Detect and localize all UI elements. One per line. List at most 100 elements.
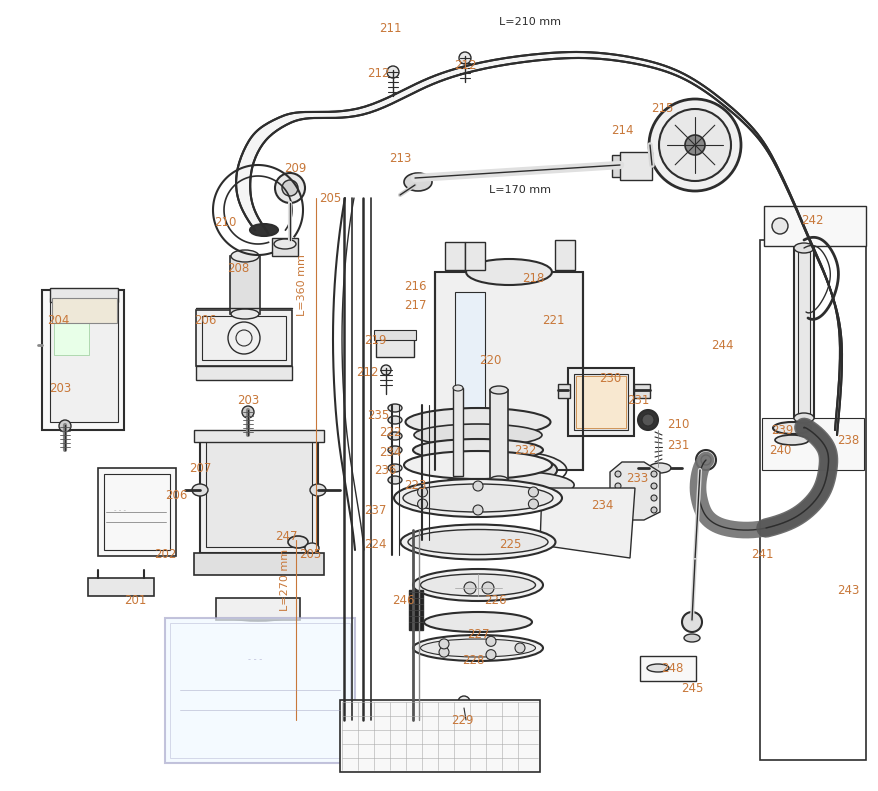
Circle shape — [486, 636, 495, 646]
Bar — [202, 316, 285, 360]
Bar — [558, 384, 569, 398]
Text: 214: 214 — [610, 123, 632, 137]
Circle shape — [417, 487, 427, 497]
Text: 206: 206 — [193, 313, 216, 327]
Bar — [196, 310, 291, 366]
Ellipse shape — [400, 524, 555, 559]
Ellipse shape — [387, 446, 401, 454]
Text: 241: 241 — [750, 548, 773, 562]
Ellipse shape — [387, 476, 401, 484]
Ellipse shape — [393, 479, 561, 517]
Ellipse shape — [443, 471, 573, 499]
Text: L=170 mm: L=170 mm — [488, 185, 551, 195]
Ellipse shape — [460, 455, 557, 485]
Circle shape — [528, 499, 538, 509]
Ellipse shape — [420, 574, 535, 596]
Text: 235: 235 — [366, 408, 389, 422]
Ellipse shape — [413, 635, 543, 661]
Text: 210: 210 — [213, 215, 236, 229]
Text: 237: 237 — [363, 504, 385, 517]
Circle shape — [641, 414, 653, 426]
Circle shape — [458, 52, 471, 64]
Circle shape — [615, 507, 620, 513]
Text: 240: 240 — [768, 444, 790, 456]
Bar — [373, 330, 415, 340]
Text: 230: 230 — [598, 372, 621, 384]
Circle shape — [648, 99, 740, 191]
Circle shape — [651, 507, 656, 513]
Circle shape — [275, 173, 305, 203]
Ellipse shape — [646, 664, 668, 672]
Bar — [633, 384, 649, 398]
Bar — [573, 374, 627, 430]
Circle shape — [472, 505, 482, 515]
Circle shape — [486, 649, 495, 660]
Ellipse shape — [288, 536, 307, 548]
Ellipse shape — [387, 464, 401, 472]
Text: L=270 mm: L=270 mm — [280, 549, 290, 611]
Text: 220: 220 — [479, 354, 500, 366]
Polygon shape — [237, 52, 841, 435]
Ellipse shape — [402, 484, 552, 512]
Ellipse shape — [793, 243, 813, 253]
Bar — [194, 430, 324, 442]
Text: 233: 233 — [625, 471, 647, 485]
Ellipse shape — [414, 424, 542, 446]
Text: 231: 231 — [666, 438, 688, 452]
Text: 226: 226 — [483, 593, 506, 607]
Text: 228: 228 — [461, 653, 484, 667]
Ellipse shape — [683, 634, 699, 642]
Ellipse shape — [387, 432, 401, 440]
Circle shape — [684, 135, 704, 155]
Bar — [50, 288, 118, 302]
Circle shape — [464, 582, 476, 594]
Ellipse shape — [387, 404, 401, 412]
Bar — [50, 298, 118, 422]
Text: 243: 243 — [836, 584, 858, 596]
Text: 210: 210 — [666, 418, 688, 430]
Ellipse shape — [413, 439, 543, 461]
Bar — [455, 292, 485, 460]
Circle shape — [637, 410, 658, 430]
Text: 225: 225 — [498, 539, 521, 551]
Text: 213: 213 — [388, 152, 411, 165]
Circle shape — [417, 499, 427, 509]
Ellipse shape — [274, 239, 296, 249]
Text: 236: 236 — [373, 464, 396, 476]
Bar — [169, 623, 349, 758]
Text: 221: 221 — [541, 313, 564, 327]
Text: 218: 218 — [522, 271, 543, 285]
Circle shape — [472, 481, 482, 491]
Text: 234: 234 — [590, 498, 613, 512]
Bar — [639, 656, 695, 681]
Polygon shape — [539, 488, 634, 558]
Circle shape — [681, 612, 702, 632]
Text: 239: 239 — [770, 423, 792, 437]
Text: 238: 238 — [836, 433, 858, 446]
Ellipse shape — [772, 422, 810, 434]
Ellipse shape — [249, 224, 277, 236]
Ellipse shape — [387, 416, 401, 424]
Circle shape — [700, 455, 710, 465]
Bar — [196, 366, 291, 380]
Text: 217: 217 — [403, 298, 426, 312]
Ellipse shape — [423, 612, 531, 632]
Text: 215: 215 — [650, 101, 673, 115]
Text: 208: 208 — [227, 262, 248, 274]
Ellipse shape — [793, 413, 813, 423]
Circle shape — [658, 109, 730, 181]
Circle shape — [241, 406, 254, 418]
Circle shape — [615, 495, 620, 501]
Ellipse shape — [231, 309, 259, 319]
Ellipse shape — [648, 463, 670, 473]
Circle shape — [438, 639, 449, 649]
Text: - - -: - - - — [248, 656, 262, 664]
Circle shape — [386, 66, 399, 78]
Text: 232: 232 — [514, 444, 536, 456]
Bar — [567, 368, 633, 436]
Text: 211: 211 — [378, 21, 400, 35]
Text: 206: 206 — [165, 489, 187, 501]
Text: 201: 201 — [124, 593, 146, 607]
Text: 212: 212 — [356, 365, 378, 379]
Circle shape — [282, 180, 298, 196]
